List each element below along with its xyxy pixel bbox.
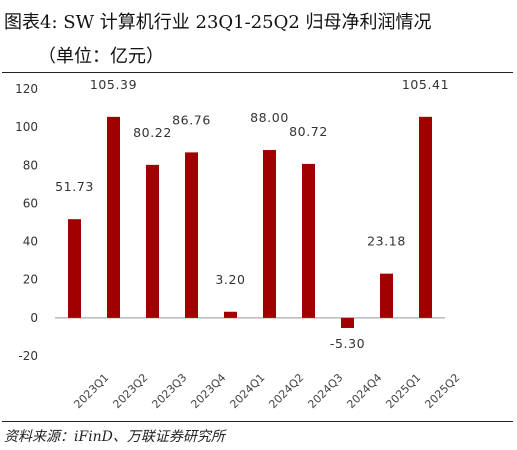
bar-value-label: 3.20 — [215, 272, 245, 287]
bar — [263, 150, 276, 318]
bar — [107, 116, 120, 318]
bar-value-label: 51.73 — [55, 179, 94, 194]
bar — [380, 273, 393, 318]
y-axis: -20 0 20 40 60 80 100 120 — [15, 82, 38, 363]
x-tick-label: 2023Q2 — [110, 371, 150, 411]
x-tick-label: 2024Q3 — [305, 371, 345, 411]
bar-value-label: 105.41 — [402, 77, 449, 92]
y-tick-label: 120 — [15, 82, 38, 96]
top-divider — [2, 72, 513, 73]
source-note: 资料来源：iFinD、万联证券研究所 — [4, 429, 225, 445]
bar-chart: -20 0 20 40 60 80 100 120 51.73 105.39 80.2286.76… — [15, 77, 462, 411]
y-tick-label: 100 — [15, 120, 38, 134]
y-tick-label: 60 — [23, 196, 38, 210]
x-tick-label: 2025Q1 — [383, 371, 423, 411]
y-tick-label: -20 — [18, 349, 38, 363]
x-tick-label: 2024Q1 — [227, 371, 267, 411]
y-tick-label: 0 — [30, 311, 38, 325]
bar-value-label: 105.39 — [90, 77, 137, 92]
x-axis: 2023Q12023Q22023Q32023Q42024Q12024Q22024… — [71, 371, 462, 411]
chart-title: 图表4: SW 计算机行业 23Q1-25Q2 归母净利润情况 — [4, 12, 432, 33]
x-tick-label: 2023Q4 — [188, 371, 228, 411]
x-tick-label: 2023Q1 — [71, 371, 111, 411]
bottom-divider — [2, 421, 513, 422]
bar — [341, 317, 354, 328]
bar-value-label: 88.00 — [250, 110, 289, 125]
y-tick-label: 80 — [23, 158, 38, 172]
y-tick-label: 40 — [23, 235, 38, 249]
bar — [302, 163, 315, 318]
bar-value-label: 23.18 — [367, 234, 406, 249]
bar — [419, 116, 432, 318]
bar-value-label: 86.76 — [172, 112, 211, 127]
bar — [146, 164, 159, 318]
y-tick-label: 20 — [23, 273, 38, 287]
bar — [224, 311, 237, 318]
x-tick-label: 2024Q2 — [266, 371, 306, 411]
bar — [68, 219, 81, 318]
bar-value-label: -5.30 — [330, 336, 365, 351]
bar-value-label: 80.72 — [289, 124, 328, 139]
chart-unit-subtitle: （单位：亿元） — [38, 46, 164, 67]
bar — [185, 152, 198, 318]
x-tick-label: 2024Q4 — [344, 371, 384, 411]
bars-group — [68, 116, 432, 328]
x-tick-label: 2023Q3 — [149, 371, 189, 411]
bar-value-label: 80.22 — [133, 125, 172, 140]
x-tick-label: 2025Q2 — [422, 371, 462, 411]
